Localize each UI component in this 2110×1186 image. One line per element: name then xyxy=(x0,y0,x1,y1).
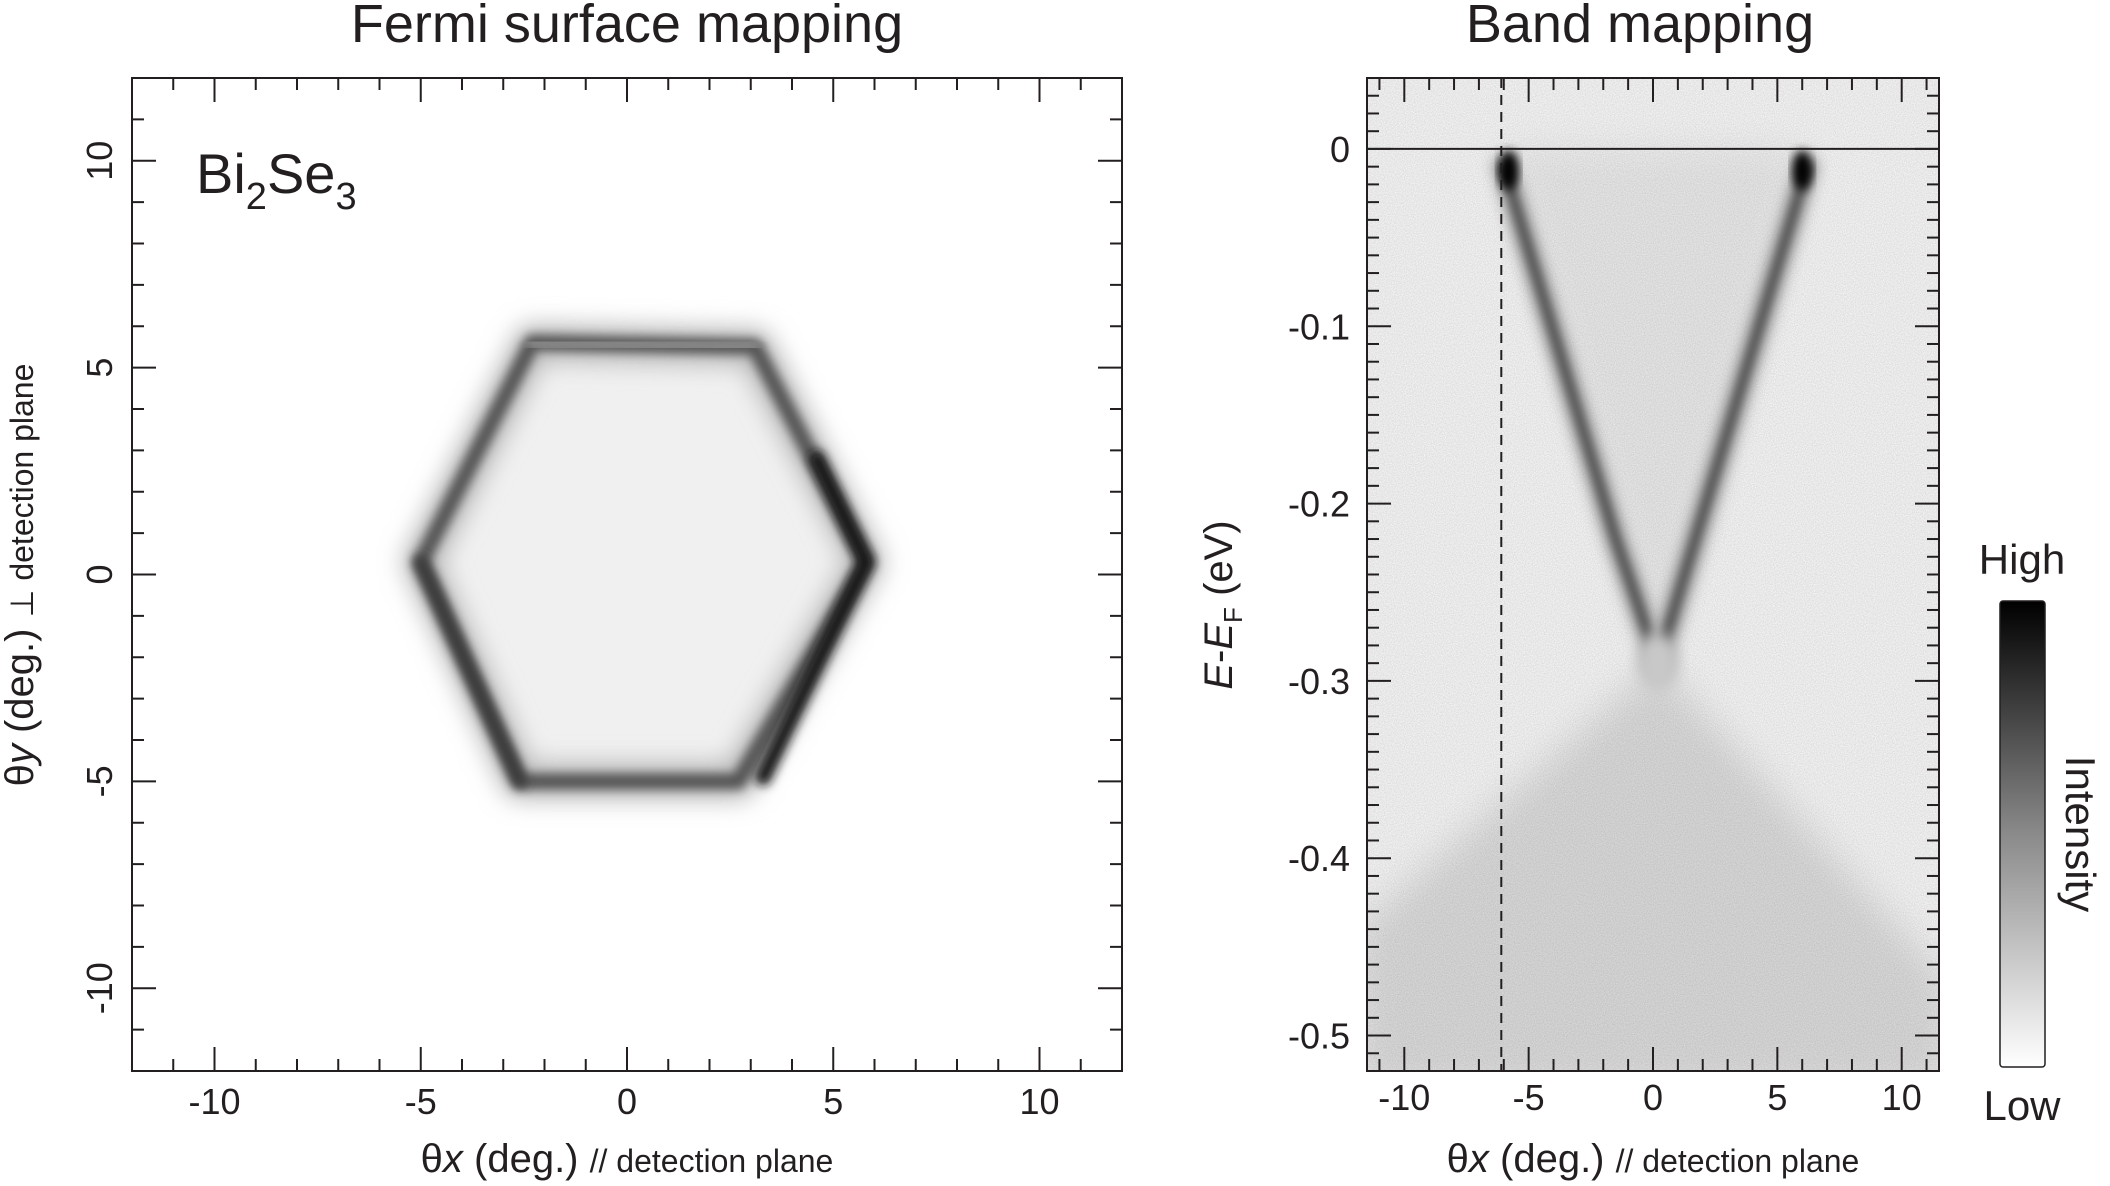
right-reference-lines xyxy=(1367,78,1939,1071)
left-x-tick-label: -5 xyxy=(405,1081,437,1122)
right-y-axis-e: E xyxy=(1197,662,1241,690)
fermi-surface-panel: Fermi surface mapping -10 -5 0 5 10 -10 -5 0 5 1… xyxy=(0,0,1123,1181)
colorbar-gradient xyxy=(1999,600,2046,1068)
right-x-axis-theta: θ xyxy=(1447,1137,1469,1181)
left-x-axis-var: x xyxy=(441,1137,465,1181)
left-y-axis-suffix: ⊥ detection plane xyxy=(4,364,40,618)
left-y-tick-label: 0 xyxy=(79,564,120,584)
right-y-tick-label: -0.2 xyxy=(1288,484,1350,525)
sample-element-se: Se xyxy=(267,142,336,205)
left-x-tick-label: 10 xyxy=(1019,1081,1059,1122)
fermi-surface-intensity-map xyxy=(402,324,885,800)
left-y-tick-label: -10 xyxy=(79,962,120,1014)
right-x-axis-unit: (deg.) xyxy=(1489,1137,1616,1181)
band-intensity-map xyxy=(1367,78,1939,1071)
left-y-tick-labels: -10 -5 0 5 10 xyxy=(79,141,120,1015)
cone-branch-1 xyxy=(1654,162,1812,668)
right-y-axis-dash: - xyxy=(1197,650,1241,663)
left-y-tick-label: 5 xyxy=(79,358,120,378)
cone-branch-0 xyxy=(1499,162,1662,668)
right-x-tick-label: 0 xyxy=(1643,1077,1663,1118)
left-x-axis-suffix: // detection plane xyxy=(590,1143,834,1179)
right-y-axis-label: E-EF (eV) xyxy=(1197,520,1248,689)
left-x-tick-label: 0 xyxy=(617,1081,637,1122)
left-x-tick-label: -10 xyxy=(188,1081,240,1122)
fermi-ring-top xyxy=(525,335,762,354)
left-y-tick-label: -5 xyxy=(79,765,120,797)
right-y-tick-labels: 0 -0.1 -0.2 -0.3 -0.4 -0.5 xyxy=(1288,129,1350,1057)
right-y-tick-label: -0.3 xyxy=(1288,661,1350,702)
fermi-crossing-spot-0 xyxy=(1498,150,1519,191)
left-y-tick-label: 10 xyxy=(79,141,120,181)
left-y-axis-unit: (deg.) xyxy=(0,617,42,744)
left-x-tick-label: 5 xyxy=(823,1081,843,1122)
detector-noise xyxy=(1367,78,1939,1071)
right-x-tick-label: 5 xyxy=(1767,1077,1787,1118)
fermi-interior xyxy=(420,342,867,782)
right-y-axis-sub: F xyxy=(1218,607,1248,623)
right-x-tick-label: -5 xyxy=(1513,1077,1545,1118)
dirac-point-glow xyxy=(1635,633,1680,694)
right-panel-title: Band mapping xyxy=(1466,0,1814,54)
left-x-tick-labels: -10 -5 0 5 10 xyxy=(188,1081,1059,1122)
right-y-tick-label: -0.1 xyxy=(1288,306,1350,347)
right-x-axis-label: θx (deg.) // detection plane xyxy=(1447,1137,1860,1181)
right-x-tick-labels: -10 -5 0 5 10 xyxy=(1378,1077,1921,1118)
band-mapping-panel: Band mapping -10 -5 0 5 10 0 -0.1 -0.2 -0.3 -0.4… xyxy=(1197,0,1940,1181)
colorbar-low-label: Low xyxy=(1983,1082,2061,1129)
left-axis-ticks xyxy=(131,77,1123,1072)
right-axis-ticks xyxy=(1367,77,1939,1072)
left-y-axis-label: θy (deg.) ⊥ detection plane xyxy=(0,364,42,787)
right-y-tick-label: 0 xyxy=(1330,129,1350,170)
left-y-axis-var: y xyxy=(0,741,42,767)
sample-subscript-3: 3 xyxy=(335,176,356,218)
colorbar: High Low Intensity xyxy=(1979,536,2104,1129)
sample-subscript-2: 2 xyxy=(246,176,267,218)
right-x-tick-label: 10 xyxy=(1882,1077,1922,1118)
left-x-axis-unit: (deg.) xyxy=(463,1137,590,1181)
right-x-axis-var: x xyxy=(1467,1137,1491,1181)
right-y-axis-unit: (eV) xyxy=(1197,520,1241,607)
right-x-axis-suffix: // detection plane xyxy=(1616,1143,1860,1179)
right-y-tick-label: -0.4 xyxy=(1288,838,1350,879)
fermi-ring-strong-right xyxy=(755,450,875,786)
colorbar-title: Intensity xyxy=(2057,756,2104,912)
right-y-axis-ef: E xyxy=(1197,622,1241,650)
right-y-tick-label: -0.5 xyxy=(1288,1016,1350,1057)
left-x-axis-theta: θ xyxy=(421,1137,443,1181)
left-panel-title: Fermi surface mapping xyxy=(351,0,903,54)
sample-label: Bi2Se3 xyxy=(196,142,357,218)
left-y-axis-theta: θ xyxy=(0,764,42,786)
colorbar-high-label: High xyxy=(1979,536,2065,583)
fermi-ring-left-lower xyxy=(413,555,527,789)
left-x-axis-label: θx (deg.) // detection plane xyxy=(421,1137,834,1181)
fermi-crossing-spot-1 xyxy=(1792,150,1813,191)
right-x-tick-label: -10 xyxy=(1378,1077,1430,1118)
sample-element-bi: Bi xyxy=(196,142,246,205)
